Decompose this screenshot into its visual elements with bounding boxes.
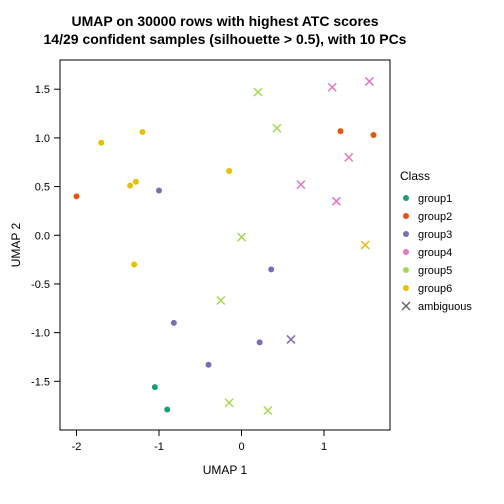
data-point [338, 128, 344, 134]
y-tick-label: 0.0 [35, 230, 50, 242]
x-axis-label: UMAP 1 [203, 463, 248, 477]
x-tick-label: 1 [321, 441, 327, 453]
data-point [133, 179, 139, 185]
y-tick-label: 1.5 [35, 84, 50, 96]
y-tick-label: -0.5 [31, 279, 50, 291]
data-point [152, 384, 158, 390]
data-point [74, 193, 80, 199]
legend-marker [403, 231, 409, 237]
legend-marker [403, 213, 409, 219]
umap-scatter-chart: UMAP on 30000 rows with highest ATC scor… [0, 0, 504, 504]
legend-marker [403, 267, 409, 273]
legend-label: group2 [418, 211, 452, 223]
legend-label: group4 [418, 247, 452, 259]
y-tick-label: 0.5 [35, 182, 50, 194]
x-tick-label: 0 [238, 441, 244, 453]
legend-label: group1 [418, 193, 452, 205]
data-point [98, 140, 104, 146]
chart-title-line1: UMAP on 30000 rows with highest ATC scor… [71, 13, 378, 29]
legend-title: Class [400, 169, 430, 183]
chart-title-line2: 14/29 confident samples (silhouette > 0.… [44, 31, 407, 47]
legend-marker [403, 195, 409, 201]
y-tick-label: -1.5 [31, 376, 50, 388]
y-tick-label: -1.0 [31, 328, 50, 340]
x-tick-label: -2 [72, 441, 82, 453]
data-point [226, 168, 232, 174]
data-point [131, 261, 137, 267]
data-point [257, 339, 263, 345]
x-tick-label: -1 [154, 441, 164, 453]
data-point [268, 266, 274, 272]
legend-label: group6 [418, 283, 452, 295]
data-point [127, 183, 133, 189]
legend-marker [403, 249, 409, 255]
legend-marker [403, 285, 409, 291]
data-point [156, 187, 162, 193]
data-point [206, 362, 212, 368]
data-point [164, 407, 170, 413]
data-point [140, 129, 146, 135]
legend-label: ambiguous [418, 301, 472, 313]
y-tick-label: 1.0 [35, 133, 50, 145]
data-point [171, 320, 177, 326]
y-axis-label: UMAP 2 [9, 222, 23, 267]
legend-label: group3 [418, 229, 452, 241]
data-point [371, 132, 377, 138]
legend-label: group5 [418, 265, 452, 277]
